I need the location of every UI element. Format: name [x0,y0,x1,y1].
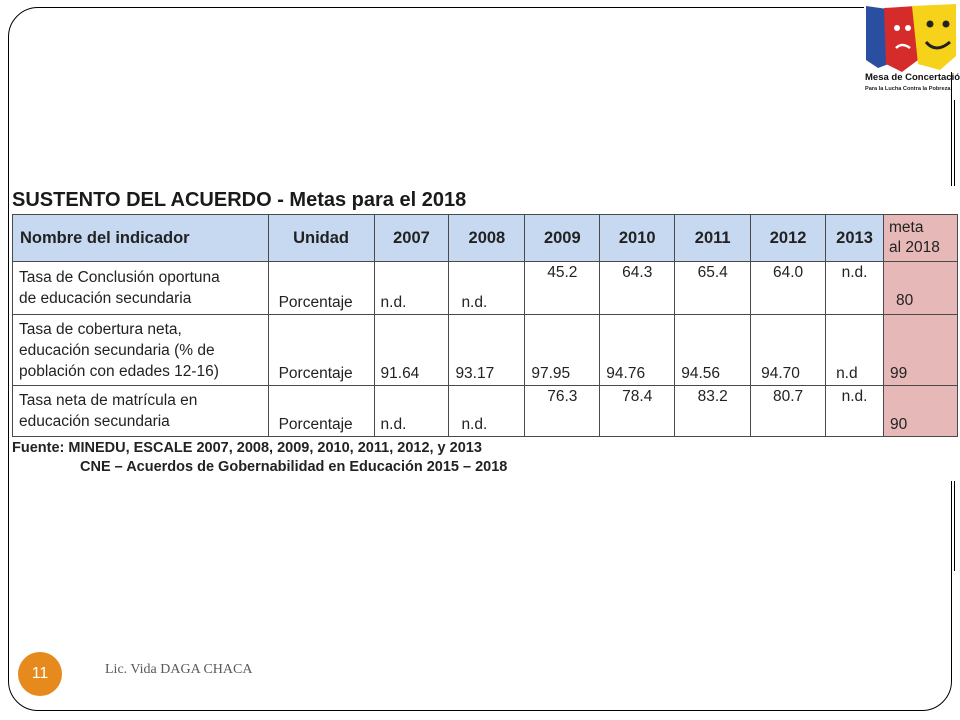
value-cell: n.d. [373,261,450,315]
indicators-table: Nombre del indicador Unidad 2007 2008 20… [12,214,958,437]
indicator-line: Tasa de Conclusión oportuna [19,269,220,286]
value-cell: 45.2 [524,261,601,315]
value-cell: 93.17 [448,314,526,386]
indicator-line: Tasa de cobertura neta, [19,320,182,338]
value-cell: 94.76 [599,314,676,386]
col-header: 2013 [825,214,884,262]
unit-cell: Porcentaje [267,314,375,386]
value-cell: 64.3 [599,261,676,315]
divider-line [954,100,955,186]
value-cell: n.d. [448,261,526,315]
value-cell: 94.56 [674,314,752,386]
meta-cell: 90 [883,385,958,437]
col-header: Nombre del indicador [12,214,269,262]
source-note: CNE – Acuerdos de Gobernabilidad en Educ… [80,459,508,475]
meta-cell: 80 [883,261,958,315]
indicator-line: de educación secundaria [19,290,192,307]
col-header: 2007 [373,214,450,262]
unit-cell: Porcentaje [267,385,375,437]
table-row: Tasa neta de matrícula en educación secu… [12,385,958,437]
col-header: 2010 [599,214,676,262]
col-header: 2012 [750,214,827,262]
unit-cell: Porcentaje [267,261,375,315]
value-cell: 78.4 [599,385,676,437]
table-row: Tasa de Conclusión oportuna de educación… [12,261,958,315]
table-image: SUSTENTO DEL ACUERDO - Metas para el 201… [10,186,958,481]
table-row: Tasa de cobertura neta, educación secund… [12,314,958,386]
value-cell: 91.64 [373,314,450,386]
indicator-line: población con edades 12-16) [19,362,219,380]
col-header: Unidad [267,214,375,262]
indicator-line: Tasa neta de matrícula en [19,392,198,409]
value-cell: n.d. [825,261,884,315]
value-cell: n.d. [373,385,450,437]
value-cell: n.d [825,314,884,386]
mesa-concertacion-logo [864,2,960,72]
source-note: Fuente: MINEDU, ESCALE 2007, 2008, 2009,… [12,440,482,456]
meta-header-line: al 2018 [889,239,940,256]
meta-header: meta al 2018 [883,214,958,262]
col-header: 2008 [448,214,526,262]
meta-header-line: meta [889,219,924,236]
indicator-cell: Tasa de Conclusión oportuna de educación… [12,261,269,315]
slide-number-badge: 11 [18,652,62,696]
table-heading: SUSTENTO DEL ACUERDO - Metas para el 201… [12,189,467,211]
value-cell: 97.95 [524,314,601,386]
col-header: 2009 [524,214,601,262]
indicator-cell: Tasa de cobertura neta, educación secund… [12,314,269,386]
value-cell: 76.3 [524,385,601,437]
logo-tagline: Para la Lucha Contra la Pobreza [865,86,951,92]
indicator-cell: Tasa neta de matrícula en educación secu… [12,385,269,437]
value-cell: 65.4 [674,261,752,315]
value-cell: 83.2 [674,385,752,437]
value-cell: 80.7 [750,385,827,437]
indicator-line: educación secundaria (% de [19,341,215,359]
indicator-line: educación secundaria [19,413,170,430]
value-cell: 64.0 [750,261,827,315]
meta-cell: 99 [883,314,958,386]
col-header: 2011 [674,214,752,262]
table-header-row: Nombre del indicador Unidad 2007 2008 20… [12,214,958,262]
value-cell: 94.70 [750,314,827,386]
value-cell: n.d. [448,385,526,437]
value-cell: n.d. [825,385,884,437]
logo-title: Mesa de Concertación [865,72,960,83]
divider-line [954,481,955,571]
author-footer: Lic. Vida DAGA CHACA [105,662,253,677]
